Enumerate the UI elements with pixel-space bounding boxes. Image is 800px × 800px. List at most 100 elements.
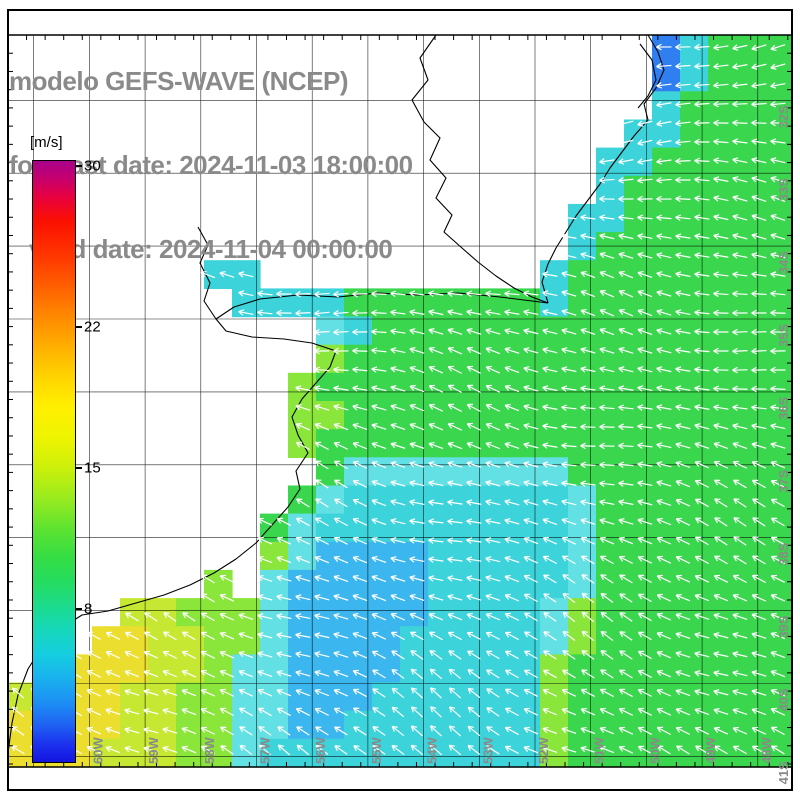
wave-cell [372,372,401,402]
wind-arrow [86,745,102,754]
wind-arrow [770,536,785,546]
wave-cell [288,710,317,740]
wind-arrow [295,555,311,564]
wind-arrow [599,461,615,469]
wave-cell [764,682,793,712]
wave-cell [764,429,793,458]
wind-arrow [542,347,558,354]
wind-arrow [656,252,672,259]
wind-arrow [447,556,463,563]
wind-arrow [371,517,387,526]
wind-arrow [333,460,348,470]
wind-arrow [504,403,520,412]
wave-cell [288,598,317,627]
wave-cell [680,119,709,149]
wind-arrow [637,650,652,660]
wind-arrow [637,366,653,373]
wind-arrow [713,745,728,755]
wind-arrow [770,555,785,565]
wave-cell [708,569,737,599]
wave-cell [512,738,541,768]
wind-arrow [258,726,272,736]
wind-arrow [714,517,728,527]
wind-arrow [390,461,406,468]
wind-arrow [656,612,672,621]
wind-arrow [732,233,748,240]
wind-arrow [352,290,368,298]
wind-arrow [600,574,614,584]
wind-arrow [732,612,748,621]
wind-arrow [713,195,729,202]
wind-arrow [751,593,767,602]
wind-arrow [314,328,330,336]
wind-arrow [732,176,748,183]
wind-arrow [732,252,748,259]
wind-arrow [732,347,748,355]
wind-arrow [713,328,729,336]
wind-arrow [580,404,596,412]
wind-arrow [86,726,102,735]
wind-arrow [504,612,519,621]
wave-cell [680,738,709,768]
wind-arrow [656,328,672,335]
wind-arrow [543,612,557,622]
wind-arrow [391,650,405,660]
wind-arrow [770,252,786,259]
wind-arrow [295,536,311,545]
wave-cell [260,682,289,712]
wind-arrow [619,593,633,603]
wind-arrow [219,631,235,640]
wind-arrow [181,650,196,659]
wind-arrow [504,707,519,717]
wind-arrow [561,271,577,278]
wind-arrow [770,347,786,355]
lat-label: 32S [776,105,791,128]
wind-arrow [619,631,633,641]
wind-arrow [371,555,387,564]
wind-arrow [201,593,215,603]
wind-arrow [124,727,140,734]
wave-cell [344,710,373,740]
wind-arrow [656,669,672,678]
wind-arrow [732,309,748,317]
wind-arrow [352,593,368,602]
wind-arrow [732,651,748,658]
wind-arrow [485,346,501,355]
wave-cell [680,626,709,655]
wave-cell [624,626,653,655]
wave-cell [288,654,317,684]
wind-arrow [466,328,482,335]
wind-arrow [295,632,311,639]
wave-cell [680,344,709,374]
wind-arrow [257,309,273,316]
wind-arrow [770,423,786,430]
wind-arrow [542,499,558,506]
wave-cell [400,372,429,402]
wind-arrow [580,214,596,221]
wave-cell [92,682,121,712]
wind-arrow [504,688,519,698]
wind-arrow [675,688,691,697]
wind-arrow [430,706,442,718]
wave-cell [316,288,345,318]
wind-arrow [637,707,652,716]
wind-arrow [428,328,444,335]
wind-arrow [485,461,501,468]
wind-arrow [656,176,672,184]
wind-arrow [334,479,348,489]
wind-arrow [694,574,710,583]
wave-cell [316,626,345,655]
wind-arrow [751,233,767,240]
wind-arrow [561,499,577,506]
wind-arrow [429,668,443,680]
wind-arrow [200,650,215,659]
wind-arrow [504,650,519,660]
wave-cell [484,541,513,571]
wave-cell [596,626,625,655]
colorbar-tick-mark [76,165,82,168]
wind-arrow [694,385,710,392]
wind-arrow [637,688,652,697]
wind-arrow [581,630,595,642]
wave-cell [736,344,765,374]
wind-arrow [352,631,368,640]
